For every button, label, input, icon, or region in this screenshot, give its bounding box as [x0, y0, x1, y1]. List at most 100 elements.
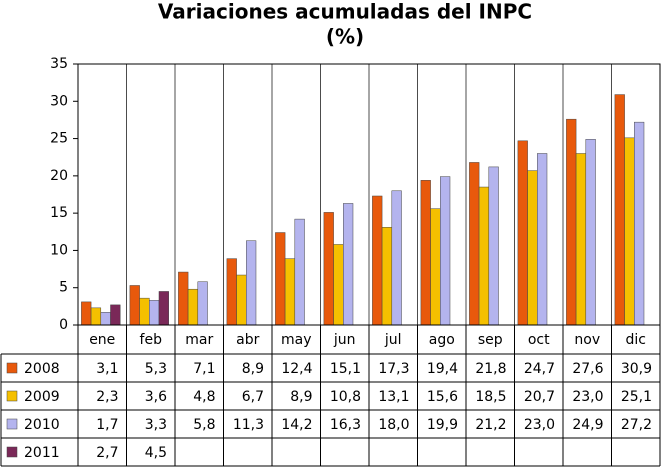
bar — [275, 232, 286, 326]
x-tick-label: dic — [626, 332, 646, 348]
x-tick-label: may — [281, 332, 312, 348]
x-tick-label: ago — [429, 332, 455, 348]
data-label: 18,5 — [475, 389, 506, 405]
data-label: 5,3 — [145, 361, 167, 377]
bar — [129, 285, 140, 326]
y-tick-label: 35 — [50, 56, 68, 72]
data-label: 23,0 — [524, 417, 555, 433]
bar — [81, 301, 92, 326]
data-label: 24,9 — [572, 417, 603, 433]
data-label: 8,9 — [290, 389, 312, 405]
bar — [139, 297, 150, 326]
x-tick-label: feb — [140, 332, 163, 348]
y-tick-label: 20 — [50, 168, 68, 184]
data-label: 2,3 — [96, 389, 118, 405]
bar — [488, 166, 499, 326]
data-label: 21,8 — [475, 361, 506, 377]
x-tick-label: jul — [384, 332, 402, 348]
bar — [226, 258, 237, 326]
bar — [614, 94, 625, 326]
bar — [110, 304, 121, 326]
bar — [178, 271, 189, 326]
data-label: 20,7 — [524, 389, 555, 405]
chart-subtitle: (%) — [326, 25, 364, 49]
bar — [187, 288, 199, 326]
data-label: 4,8 — [193, 389, 215, 405]
bar — [469, 162, 480, 326]
legend-swatch — [6, 418, 18, 430]
x-tick-label: sep — [478, 332, 503, 348]
legend-label: 2008 — [24, 361, 60, 377]
bar — [420, 180, 431, 326]
bar — [440, 176, 451, 326]
bar — [149, 300, 160, 326]
bar — [478, 186, 490, 326]
x-tick-label: abr — [236, 332, 259, 348]
data-label: 18,0 — [378, 417, 409, 433]
data-label: 23,0 — [572, 389, 603, 405]
bar — [391, 190, 402, 326]
bar — [430, 208, 441, 326]
data-label: 5,8 — [193, 417, 215, 433]
legend-swatch — [6, 390, 18, 402]
bar — [284, 258, 296, 326]
x-tick-label: ene — [89, 332, 115, 348]
bar — [527, 170, 538, 326]
bar — [100, 312, 111, 326]
bar — [294, 218, 305, 326]
data-label: 21,2 — [475, 417, 506, 433]
data-label: 14,2 — [281, 417, 312, 433]
bar — [575, 153, 587, 326]
bar — [634, 121, 645, 326]
data-label: 7,1 — [193, 361, 215, 377]
data-label: 3,3 — [145, 417, 167, 433]
bar — [624, 137, 635, 326]
data-label: 15,6 — [427, 389, 458, 405]
data-label: 27,2 — [621, 417, 652, 433]
x-tick-label: nov — [574, 332, 600, 348]
bar — [566, 118, 577, 326]
x-tick-label: mar — [185, 332, 213, 348]
bar — [90, 307, 102, 326]
bar — [381, 227, 393, 326]
data-label: 13,1 — [378, 389, 409, 405]
y-tick-label: 0 — [59, 317, 68, 333]
data-label: 1,7 — [96, 417, 118, 433]
data-label: 4,5 — [145, 445, 167, 461]
data-label: 6,7 — [242, 389, 264, 405]
legend-label: 2009 — [24, 389, 60, 405]
data-label: 8,9 — [242, 361, 264, 377]
data-label: 16,3 — [330, 417, 361, 433]
data-label: 27,6 — [572, 361, 603, 377]
bar — [517, 140, 528, 326]
y-tick-label: 25 — [50, 131, 68, 147]
legend-label: 2010 — [24, 417, 60, 433]
data-label: 24,7 — [524, 361, 555, 377]
data-label: 25,1 — [621, 389, 652, 405]
bar — [323, 212, 334, 326]
x-tick-label: jun — [333, 332, 356, 348]
bar — [236, 274, 247, 326]
x-tick-label: oct — [528, 332, 550, 348]
data-label: 30,9 — [621, 361, 652, 377]
data-label: 10,8 — [330, 389, 361, 405]
bar — [333, 244, 344, 326]
bar — [537, 153, 548, 326]
y-tick-label: 30 — [50, 93, 68, 109]
y-tick-label: 15 — [50, 205, 68, 221]
data-label: 11,3 — [233, 417, 264, 433]
data-label: 3,1 — [96, 361, 118, 377]
chart-title: Variaciones acumuladas del INPC — [158, 0, 532, 24]
bar — [343, 203, 354, 326]
data-label: 12,4 — [281, 361, 312, 377]
bar — [585, 139, 596, 326]
bar — [197, 281, 208, 326]
bar — [246, 240, 257, 326]
data-label: 3,6 — [145, 389, 167, 405]
data-label: 17,3 — [378, 361, 409, 377]
y-tick-label: 5 — [59, 280, 68, 296]
legend-swatch — [6, 362, 18, 374]
y-tick-label: 10 — [50, 242, 68, 258]
legend-label: 2011 — [24, 445, 60, 461]
